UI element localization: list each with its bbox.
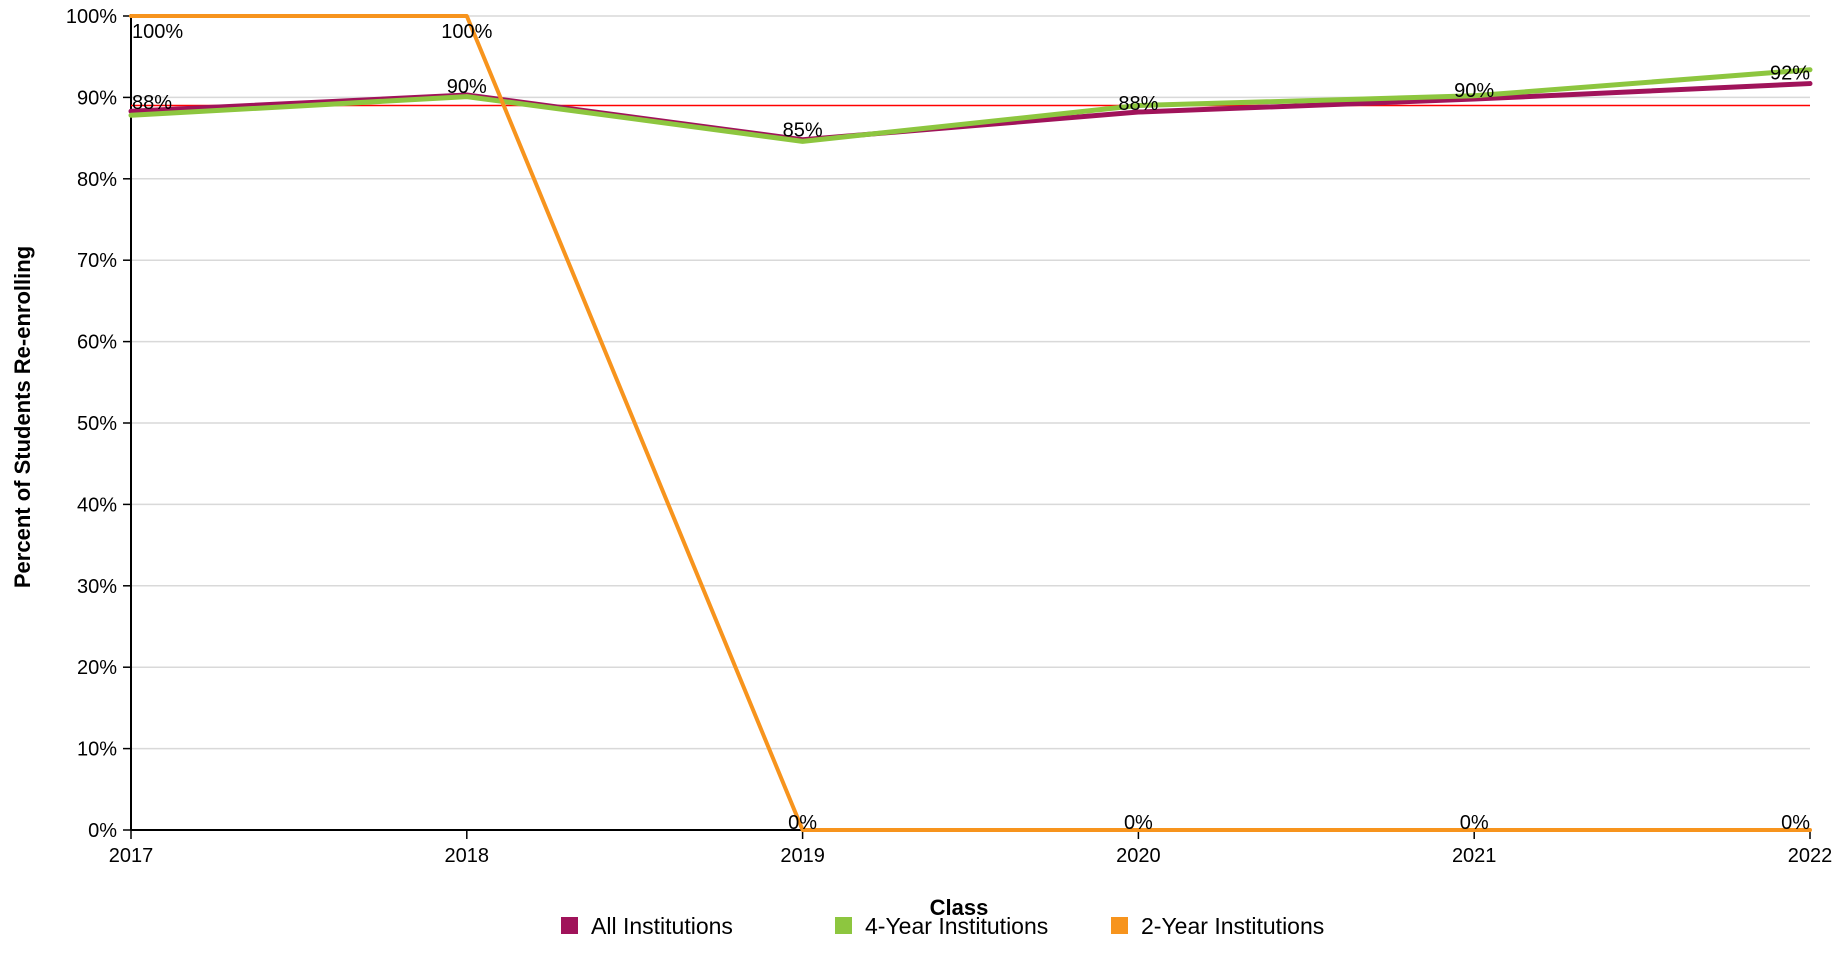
y-tick-label: 70% — [77, 250, 117, 272]
x-tick-label: 2019 — [780, 845, 825, 867]
data-label: 0% — [1124, 812, 1153, 834]
data-label: 100% — [441, 21, 492, 43]
x-tick-label: 2022 — [1788, 845, 1833, 867]
series-line-all-institutions — [128, 81, 1813, 143]
x-tick-label: 2020 — [1116, 845, 1161, 867]
y-tick-label: 30% — [77, 576, 117, 598]
data-label: 88% — [132, 92, 172, 114]
legend-swatch — [1111, 917, 1128, 934]
data-label: 88% — [1118, 93, 1158, 115]
legend-swatch — [561, 917, 578, 934]
legend-item: All Institutions — [561, 913, 733, 939]
y-tick-label: 40% — [77, 494, 117, 516]
data-label: 90% — [1454, 80, 1494, 102]
data-label: 85% — [783, 120, 823, 142]
data-labels: 88% 90% 85% 88% 90% 92% 100% 100% 0% 0% 0% 0% — [132, 21, 1810, 834]
series-line-4-year-institutions — [128, 67, 1813, 144]
y-tick-label: 100% — [66, 6, 117, 28]
legend: All Institutions 4-Year Institutions 2-Yea… — [561, 913, 1324, 939]
y-tick-label: 90% — [77, 87, 117, 109]
data-label: 0% — [1781, 812, 1810, 834]
y-tick-labels: 0% 10% 20% 30% 40% 50% 60% 70% 80% 90% 100% — [66, 6, 117, 842]
data-label: 100% — [132, 21, 183, 43]
y-tick-label: 10% — [77, 739, 117, 761]
x-tick-label: 2017 — [109, 845, 154, 867]
data-label: 90% — [447, 76, 487, 98]
series-lines — [128, 14, 1813, 832]
y-axis-title: Percent of Students Re-enrolling — [10, 246, 35, 588]
legend-item: 2-Year Institutions — [1111, 913, 1324, 939]
axes — [123, 14, 1811, 839]
y-tick-label: 80% — [77, 169, 117, 191]
x-tick-label: 2018 — [445, 845, 490, 867]
y-tick-label: 50% — [77, 413, 117, 435]
x-axis-title: Class — [930, 895, 989, 920]
x-tick-labels: 2017 2018 2019 2020 2021 2022 — [109, 845, 1833, 867]
data-label: 0% — [788, 812, 817, 834]
y-tick-label: 60% — [77, 332, 117, 354]
data-label: 0% — [1460, 812, 1489, 834]
series-line-2-year-institutions — [129, 14, 1812, 832]
y-tick-label: 0% — [88, 820, 117, 842]
legend-label: All Institutions — [591, 913, 733, 939]
legend-label: 4-Year Institutions — [865, 913, 1048, 939]
x-tick-label: 2021 — [1452, 845, 1497, 867]
legend-item: 4-Year Institutions — [835, 913, 1048, 939]
legend-swatch — [835, 917, 852, 934]
gridlines — [131, 15, 1810, 750]
data-label: 92% — [1770, 63, 1810, 85]
legend-label: 2-Year Institutions — [1141, 913, 1324, 939]
y-tick-label: 20% — [77, 657, 117, 679]
